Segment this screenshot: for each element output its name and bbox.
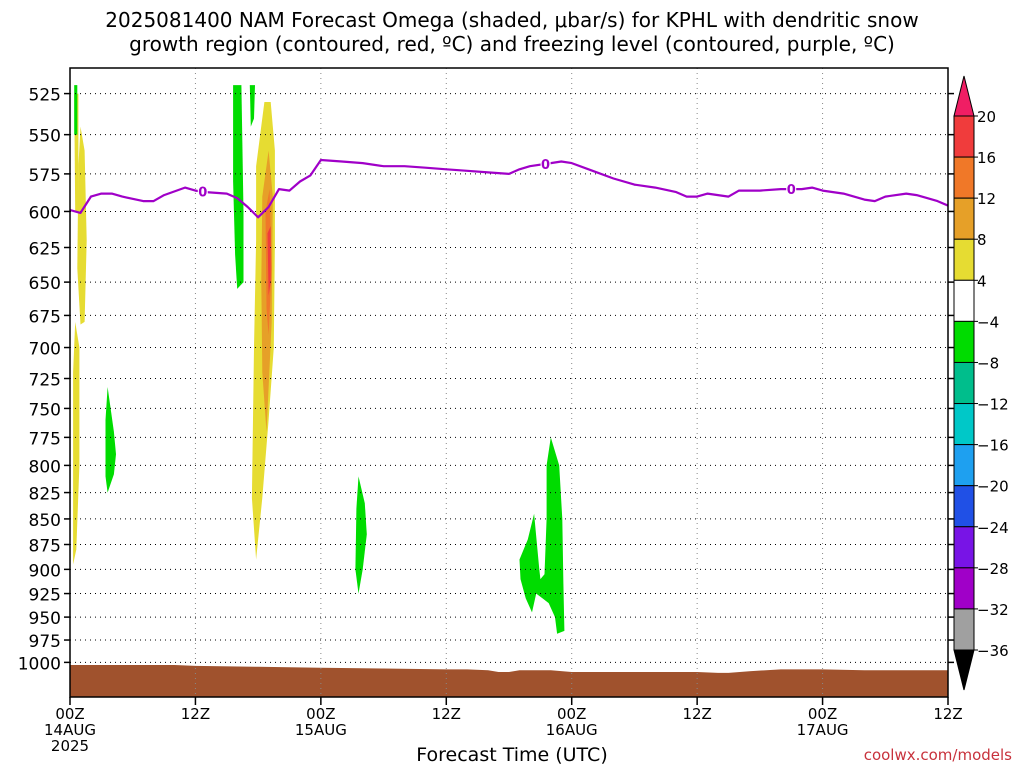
omega-region-5 bbox=[233, 85, 244, 289]
colorbar-label: −4 bbox=[977, 313, 999, 331]
omega-region-4 bbox=[105, 387, 116, 493]
freezing-level-label: 0 bbox=[541, 158, 550, 173]
omega-region-6 bbox=[249, 85, 255, 127]
y-tick-label: 1000 bbox=[18, 654, 61, 674]
y-tick-label: 700 bbox=[29, 340, 61, 360]
plot-area: 0 0 0 bbox=[70, 68, 948, 697]
y-tick-label: 550 bbox=[29, 127, 61, 147]
colorbar-swatch bbox=[953, 444, 975, 487]
y-tick-label: 850 bbox=[29, 511, 61, 531]
colorbar-swatch bbox=[953, 526, 975, 569]
x-tick-label: 00Z bbox=[55, 705, 84, 723]
omega-region-12 bbox=[519, 437, 565, 634]
colorbar-swatch bbox=[953, 567, 975, 610]
omega-region-11 bbox=[355, 476, 367, 594]
x-tick-date-label: 17AUG bbox=[797, 721, 849, 739]
y-tick-label: 800 bbox=[29, 457, 61, 477]
colorbar-label: −36 bbox=[977, 642, 1009, 660]
colorbar-label: 4 bbox=[977, 272, 987, 290]
y-tick-label: 575 bbox=[29, 166, 61, 186]
axes: 525 550 575 600 625 650 675 700 725 750 775 800 825 8… bbox=[18, 67, 963, 755]
colorbar-label: −12 bbox=[977, 396, 1009, 414]
freezing-level-label: 0 bbox=[787, 183, 796, 198]
y-tick-label: 675 bbox=[29, 307, 61, 327]
colorbar-label: −8 bbox=[977, 354, 999, 372]
x-tick-label: 12Z bbox=[682, 705, 711, 723]
x-axis-title: Forecast Time (UTC) bbox=[416, 744, 608, 766]
colorbar-swatch bbox=[953, 608, 975, 651]
y-tick-label: 950 bbox=[29, 609, 61, 629]
terrain-band bbox=[70, 665, 948, 697]
chart-title: 2025081400 NAM Forecast Omega (shaded, μ… bbox=[0, 8, 1024, 56]
omega-region-1 bbox=[73, 321, 80, 565]
colorbar-swatch bbox=[953, 197, 975, 240]
colorbar-label: −16 bbox=[977, 437, 1009, 455]
y-tick-label: 600 bbox=[29, 203, 61, 223]
y-tick-label: 875 bbox=[29, 537, 61, 557]
colorbar: 20 16 12 8 4 −4 −8 −12 −16 −20 −24 −28 −32 −36 bbox=[953, 75, 1009, 691]
y-tick-label: 725 bbox=[29, 371, 61, 391]
colorbar-swatch bbox=[953, 156, 975, 199]
colorbar-label: 20 bbox=[977, 108, 996, 126]
y-tick-label: 900 bbox=[29, 561, 61, 581]
colorbar-swatch bbox=[953, 238, 975, 281]
x-tick-date-label: 14AUG bbox=[44, 721, 96, 739]
y-tick-label: 650 bbox=[29, 274, 61, 294]
colorbar-swatch bbox=[953, 279, 975, 322]
y-tick-label: 525 bbox=[29, 86, 61, 106]
colorbar-swatch bbox=[953, 403, 975, 446]
colorbar-label: −20 bbox=[977, 478, 1009, 496]
y-tick-label: 925 bbox=[29, 586, 61, 606]
x-tick-date-label: 16AUG bbox=[546, 721, 598, 739]
x-tick-label: 12Z bbox=[432, 705, 461, 723]
omega-region-2 bbox=[77, 126, 87, 325]
chart-title-line-2: growth region (contoured, red, ºC) and f… bbox=[129, 32, 895, 56]
x-tick-label: 12Z bbox=[933, 705, 962, 723]
colorbar-label: −24 bbox=[977, 519, 1009, 537]
y-tick-label: 825 bbox=[29, 485, 61, 505]
x-tick-label: 00Z bbox=[306, 705, 335, 723]
colorbar-swatch bbox=[953, 485, 975, 528]
colorbar-label: 12 bbox=[977, 190, 996, 208]
colorbar-swatch bbox=[953, 115, 975, 158]
chart-title-line-1: 2025081400 NAM Forecast Omega (shaded, μ… bbox=[105, 8, 919, 32]
colorbar-label: 16 bbox=[977, 149, 996, 167]
x-tick-date-label: 15AUG bbox=[295, 721, 347, 739]
plot-frame bbox=[69, 67, 949, 698]
omega-region-10 bbox=[267, 226, 271, 296]
omega-region-3 bbox=[74, 85, 78, 135]
y-tick-label: 750 bbox=[29, 400, 61, 420]
colorbar-label: −32 bbox=[977, 601, 1009, 619]
colorbar-swatch bbox=[953, 320, 975, 363]
freezing-level-line bbox=[70, 158, 948, 219]
colorbar-top-triangle bbox=[953, 75, 975, 117]
y-tick-label: 975 bbox=[29, 632, 61, 652]
y-tick-label: 625 bbox=[29, 239, 61, 259]
freezing-level-label: 0 bbox=[198, 186, 207, 201]
y-tick-label: 775 bbox=[29, 429, 61, 449]
x-tick-label: 12Z bbox=[181, 705, 210, 723]
x-tick-label: 00Z bbox=[808, 705, 837, 723]
x-tick-label: 00Z bbox=[557, 705, 586, 723]
colorbar-swatch bbox=[953, 361, 975, 405]
colorbar-label: −28 bbox=[977, 560, 1009, 578]
source-credit: coolwx.com/models bbox=[863, 746, 1012, 764]
colorbar-bottom-triangle bbox=[953, 649, 975, 691]
x-tick-year-label: 2025 bbox=[51, 737, 89, 755]
colorbar-label: 8 bbox=[977, 231, 987, 249]
